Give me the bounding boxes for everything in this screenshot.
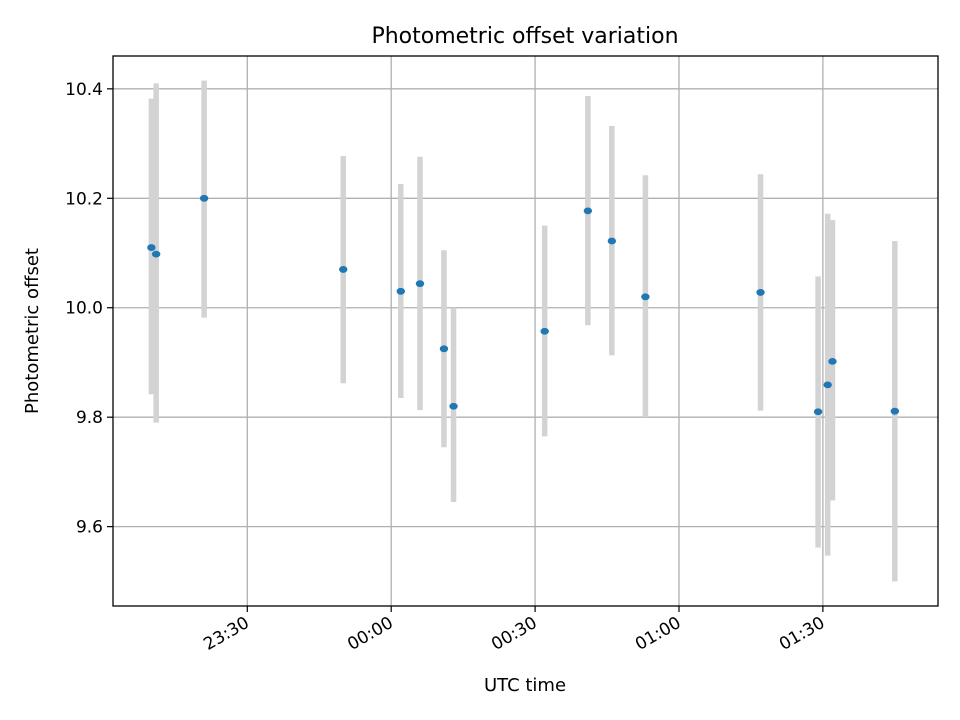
grid xyxy=(113,56,938,606)
y-tick-label: 9.8 xyxy=(76,408,103,428)
data-point xyxy=(813,408,823,416)
data-point xyxy=(641,293,650,301)
data-point xyxy=(823,381,832,389)
data-point xyxy=(756,289,765,296)
y-tick-label: 10.0 xyxy=(65,299,103,319)
y-tick-label: 10.2 xyxy=(65,189,103,209)
x-axis-label: UTC time xyxy=(484,675,566,696)
data-point xyxy=(828,357,837,365)
y-tick-label: 9.6 xyxy=(76,518,103,538)
data-point xyxy=(339,266,348,273)
data-point xyxy=(199,194,209,202)
data-point xyxy=(583,207,593,215)
chart-title: Photometric offset variation xyxy=(371,24,678,49)
data-point xyxy=(890,407,900,415)
data-point xyxy=(147,244,156,251)
y-axis-ticks: 9.6 9.8 10.0 10.2 10.4 xyxy=(65,80,113,538)
plot-area-frame xyxy=(112,55,939,607)
y-tick-label: 10.4 xyxy=(65,80,103,100)
data-point xyxy=(396,287,405,295)
y-axis-label: Photometric offset xyxy=(22,248,43,414)
data-point xyxy=(151,250,161,258)
data-points xyxy=(147,194,900,416)
data-point xyxy=(449,402,458,410)
data-point xyxy=(540,327,549,335)
data-point xyxy=(607,237,617,245)
data-point xyxy=(439,345,449,353)
data-point xyxy=(415,280,425,288)
